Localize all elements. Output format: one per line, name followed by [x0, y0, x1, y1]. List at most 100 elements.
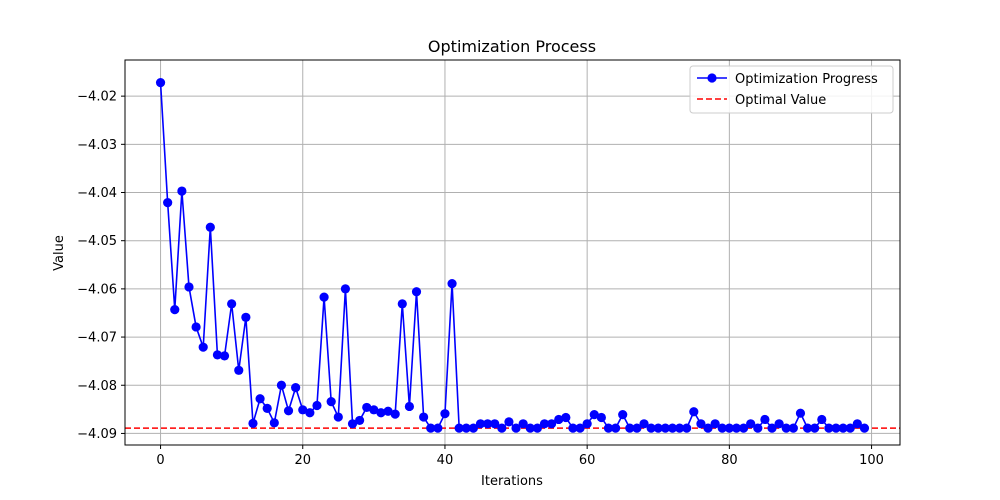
y-tick-label: −4.06 [77, 282, 117, 297]
data-point [205, 222, 215, 232]
data-point [269, 418, 279, 428]
y-axis-label: Value [52, 235, 67, 271]
legend-progress-label: Optimization Progress [735, 72, 878, 87]
data-point [191, 322, 201, 332]
data-point [447, 278, 457, 289]
data-point [241, 312, 251, 322]
data-point [504, 417, 514, 427]
data-point [682, 423, 692, 433]
data-point [468, 423, 478, 433]
data-point [710, 419, 720, 429]
x-tick-label: 0 [156, 453, 164, 468]
data-point [511, 423, 521, 433]
data-point [362, 402, 372, 413]
data-point [525, 423, 535, 433]
data-point [219, 351, 230, 361]
data-point [667, 423, 678, 433]
data-point [738, 423, 749, 433]
data-point [404, 401, 414, 412]
data-point [184, 282, 194, 292]
data-point [234, 365, 244, 375]
data-point [326, 397, 336, 407]
y-tick-label: −4.08 [77, 379, 117, 394]
data-point [724, 423, 734, 433]
data-point [433, 423, 443, 433]
data-point [390, 409, 400, 419]
data-point [283, 406, 294, 416]
data-point [795, 408, 806, 418]
x-tick-label: 100 [859, 453, 884, 468]
data-point [646, 423, 656, 433]
data-point [227, 299, 237, 309]
data-point [333, 412, 343, 422]
x-tick-label: 60 [579, 453, 596, 468]
data-point [660, 423, 670, 433]
x-axis-ticks: 0 20 40 60 80 100 [156, 445, 884, 468]
data-point [575, 423, 585, 433]
data-point [426, 423, 436, 433]
data-point [440, 409, 450, 419]
data-point [483, 419, 493, 429]
data-point [568, 423, 578, 433]
x-axis-label: Iterations [481, 474, 543, 489]
y-tick-label: −4.02 [77, 90, 117, 105]
data-point [497, 423, 507, 433]
data-point [831, 423, 841, 433]
data-point [411, 287, 422, 297]
data-point [262, 403, 272, 413]
data-point [475, 419, 486, 429]
data-point [490, 419, 500, 429]
data-point [788, 423, 798, 433]
data-point [674, 423, 685, 433]
series-layer [155, 78, 870, 433]
x-tick-label: 80 [721, 453, 738, 468]
data-point [369, 405, 379, 415]
data-point [746, 419, 756, 429]
data-point [291, 383, 301, 393]
data-point [753, 423, 763, 433]
data-point [198, 342, 208, 352]
y-tick-label: −4.04 [77, 186, 117, 201]
x-tick-label: 20 [294, 453, 311, 468]
data-point [859, 423, 870, 433]
data-point [731, 423, 742, 433]
data-point [419, 412, 429, 422]
data-point [760, 414, 770, 425]
data-point [376, 408, 386, 418]
data-point [454, 423, 464, 433]
data-point [305, 408, 315, 418]
data-point [554, 414, 564, 425]
data-point [689, 407, 699, 417]
y-tick-label: −4.05 [77, 234, 117, 249]
data-point [383, 406, 393, 416]
data-point [802, 423, 813, 433]
data-point [845, 423, 855, 433]
data-point [177, 186, 187, 196]
x-tick-label: 40 [437, 453, 454, 468]
data-point [781, 423, 791, 433]
data-point [589, 410, 599, 420]
data-point [817, 414, 827, 425]
legend-optimal-label: Optimal Value [735, 93, 826, 108]
legend-box [689, 65, 894, 114]
data-point [696, 419, 706, 429]
data-point [298, 405, 308, 415]
data-point [170, 305, 180, 315]
legend: Optimization Progress Optimal Value [689, 65, 894, 114]
data-point [355, 415, 365, 426]
data-point [632, 423, 642, 433]
data-point [611, 423, 621, 433]
legend-progress-marker [707, 73, 717, 83]
data-point [155, 78, 166, 88]
y-tick-label: −4.09 [77, 427, 117, 442]
data-point [625, 423, 635, 433]
chart-title: Optimization Process [428, 37, 596, 56]
data-point [824, 423, 834, 433]
data-point [248, 418, 258, 428]
data-point [810, 423, 820, 433]
data-point [582, 419, 592, 429]
data-point [163, 198, 173, 208]
data-point [255, 394, 265, 404]
data-point [276, 380, 287, 390]
